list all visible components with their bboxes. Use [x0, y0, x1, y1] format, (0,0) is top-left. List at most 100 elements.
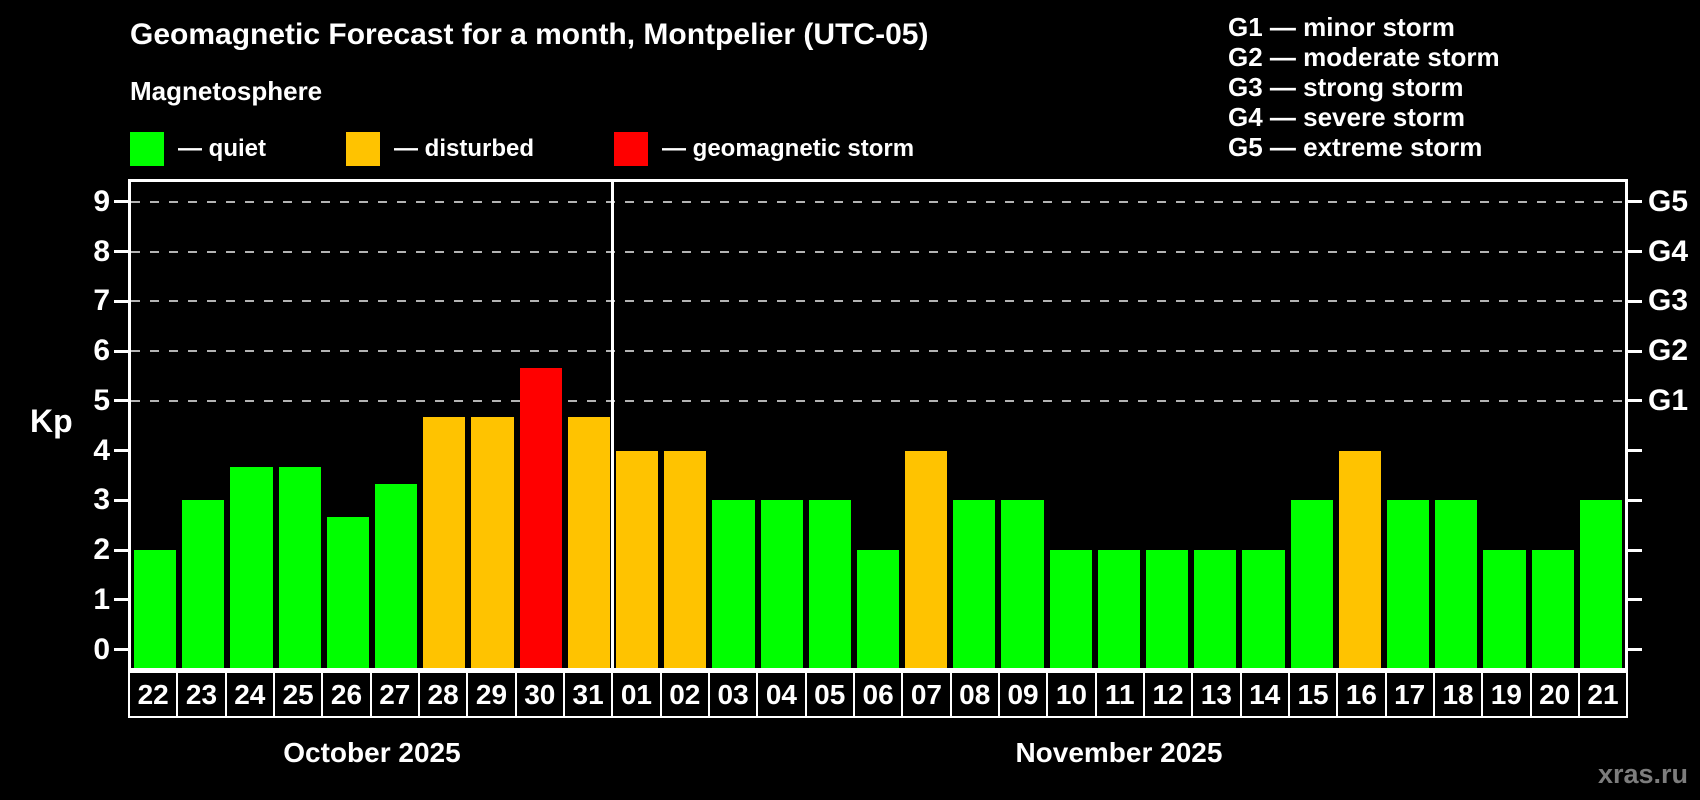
kp-bar-20	[1531, 550, 1574, 668]
legend-swatch-disturbed-icon	[346, 132, 380, 166]
kp-bar-30	[519, 367, 562, 668]
chart-title: Geomagnetic Forecast for a month, Montpe…	[130, 18, 929, 51]
y-tick	[114, 250, 131, 254]
kp-bar-25	[278, 467, 321, 668]
date-cell-12: 12	[1142, 671, 1194, 718]
kp-bar-05	[808, 500, 851, 668]
gridline-kp6	[131, 350, 1625, 353]
kp-bar-12	[1146, 550, 1189, 668]
y-tick-label: 3	[93, 483, 110, 517]
date-cell-15: 15	[1287, 671, 1339, 718]
y-tick	[114, 449, 131, 453]
g-level-label-G3: G3	[1648, 284, 1689, 318]
legend-item-label: — disturbed	[394, 135, 535, 162]
plot-frame	[128, 179, 1628, 671]
storm-scale-line: G5 — extreme storm	[1228, 132, 1483, 162]
date-cell-27: 27	[369, 671, 420, 718]
y-axis-label: Kp	[30, 403, 73, 439]
kp-bar-16	[1338, 450, 1382, 668]
kp-bar-13	[1194, 550, 1237, 668]
y-tick-label: 4	[93, 433, 110, 467]
date-cell-29: 29	[466, 671, 517, 718]
date-cell-28: 28	[417, 671, 469, 718]
date-cell-19: 19	[1481, 671, 1532, 718]
kp-bar-03	[712, 500, 755, 668]
date-cell-31: 31	[562, 671, 614, 718]
date-cell-18: 18	[1432, 671, 1484, 718]
g-tick	[1625, 349, 1642, 353]
date-cell-06: 06	[852, 671, 904, 718]
date-cell-07: 07	[901, 671, 952, 718]
kp-bar-31	[567, 417, 610, 668]
g-tick	[1625, 648, 1642, 652]
g-tick	[1625, 250, 1642, 254]
y-tick-label: 9	[93, 184, 110, 218]
date-cell-13: 13	[1191, 671, 1242, 718]
date-cell-22: 22	[128, 671, 179, 718]
y-tick-label: 5	[93, 383, 110, 417]
date-cell-16: 16	[1336, 671, 1387, 718]
legend-swatch-storm-icon	[614, 132, 648, 166]
kp-bar-06	[856, 550, 900, 668]
gridline-kp7	[131, 300, 1625, 303]
g-level-label-G4: G4	[1648, 234, 1689, 268]
gridline-kp9	[131, 200, 1625, 203]
y-tick	[114, 299, 131, 303]
date-cell-01: 01	[611, 671, 662, 718]
kp-bar-27	[374, 483, 418, 668]
legend-item-storm: — geomagnetic storm	[614, 132, 914, 166]
kp-bar-14	[1242, 550, 1285, 668]
gridline-kp8	[131, 250, 1625, 253]
plot-area	[131, 182, 1625, 668]
kp-bar-04	[760, 500, 803, 668]
legend-swatch-quiet-icon	[130, 132, 164, 166]
g-tick	[1625, 449, 1642, 453]
y-tick-label: 1	[93, 582, 110, 616]
date-cell-04: 04	[756, 671, 807, 718]
y-tick	[114, 349, 131, 353]
kp-bar-19	[1483, 550, 1526, 668]
gridline-kp5	[131, 399, 1625, 402]
watermark: xras.ru	[1597, 759, 1688, 789]
storm-scale-line: G4 — severe storm	[1228, 102, 1466, 132]
chart-subtitle: Magnetosphere	[130, 76, 323, 106]
g-tick	[1625, 399, 1642, 403]
g-level-label-G1: G1	[1648, 383, 1689, 417]
y-tick	[114, 548, 131, 552]
storm-scale-line: G1 — minor storm	[1228, 12, 1455, 42]
y-tick-label: 8	[93, 234, 110, 268]
y-tick	[114, 200, 131, 204]
kp-bar-23	[182, 500, 225, 668]
y-tick	[114, 498, 131, 502]
date-cell-09: 09	[997, 671, 1049, 718]
date-cell-21: 21	[1577, 671, 1629, 718]
kp-bar-07	[905, 450, 948, 668]
legend-item-label: — geomagnetic storm	[662, 135, 915, 162]
y-tick	[114, 399, 131, 403]
date-cell-24: 24	[224, 671, 275, 718]
date-cell-23: 23	[176, 671, 227, 718]
legend-item-quiet: — quiet	[130, 132, 266, 166]
kp-bar-08	[953, 500, 996, 668]
date-cell-14: 14	[1239, 671, 1290, 718]
storm-scale-legend: G1 — minor storm G2 — moderate storm G3 — …	[1228, 12, 1500, 162]
kp-bar-26	[326, 516, 369, 668]
kp-bar-15	[1290, 500, 1333, 668]
kp-bar-11	[1097, 550, 1141, 668]
date-cell-10: 10	[1046, 671, 1097, 718]
y-tick	[114, 648, 131, 652]
kp-bar-21	[1579, 500, 1622, 668]
date-cell-30: 30	[514, 671, 565, 718]
month-label-november: November 2025	[1015, 737, 1223, 768]
kp-bar-29	[471, 417, 514, 668]
g-tick	[1625, 299, 1642, 303]
y-tick	[114, 598, 131, 602]
date-cell-20: 20	[1529, 671, 1580, 718]
date-cell-17: 17	[1384, 671, 1435, 718]
storm-scale-line: G3 — strong storm	[1228, 72, 1464, 102]
date-cell-03: 03	[707, 671, 759, 718]
date-cell-08: 08	[949, 671, 1000, 718]
date-cell-05: 05	[804, 671, 855, 718]
month-label-october: October 2025	[283, 737, 461, 768]
